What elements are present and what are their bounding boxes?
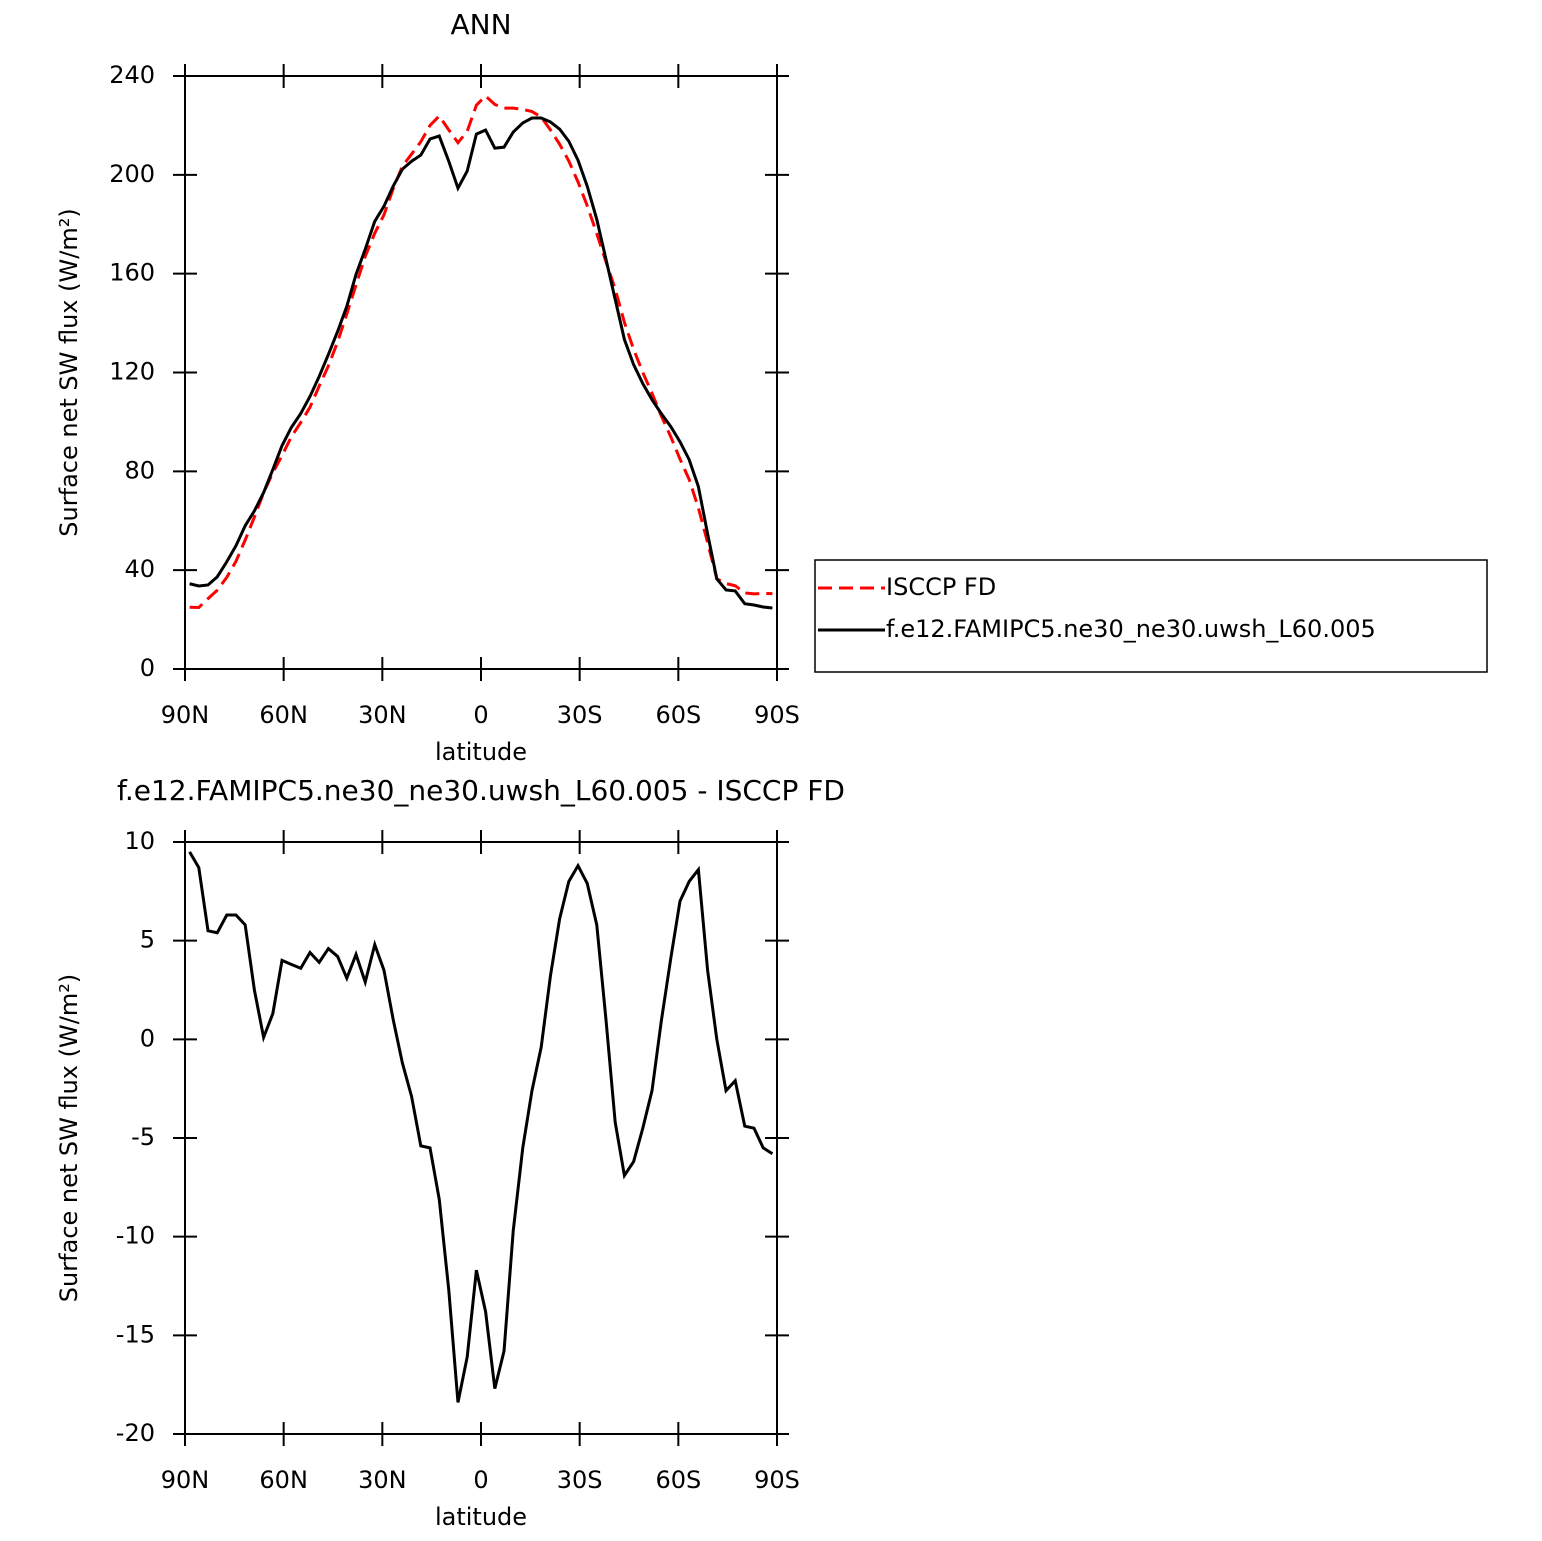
x-tick-label: 30N <box>358 701 407 729</box>
x-axis-label: latitude <box>435 738 527 766</box>
y-tick-label: 120 <box>109 358 155 386</box>
x-tick-label: 60S <box>655 1466 701 1494</box>
y-tick-label: 0 <box>140 1024 155 1052</box>
y-tick-label: -15 <box>116 1320 155 1348</box>
legend-label: f.e12.FAMIPC5.ne30_ne30.uwsh_L60.005 <box>886 615 1376 643</box>
y-tick-label: 10 <box>124 827 155 855</box>
x-tick-label: 60N <box>259 1466 308 1494</box>
legend-label: ISCCP FD <box>886 573 996 601</box>
plot-frame <box>184 841 778 1435</box>
x-tick-label: 30S <box>557 1466 603 1494</box>
x-tick-label: 90N <box>161 1466 210 1494</box>
y-tick-label: 160 <box>109 259 155 287</box>
y-tick-label: 200 <box>109 160 155 188</box>
y-tick-label: 40 <box>124 555 155 583</box>
x-tick-label: 60S <box>655 701 701 729</box>
chart-title: f.e12.FAMIPC5.ne30_ne30.uwsh_L60.005 - I… <box>117 774 845 807</box>
data-line <box>188 851 774 1403</box>
x-tick-label: 30S <box>557 701 603 729</box>
chart-title: ANN <box>450 8 511 41</box>
y-tick-label: -10 <box>116 1222 155 1250</box>
y-tick-label: 0 <box>140 654 155 682</box>
x-axis-label: latitude <box>435 1503 527 1531</box>
legend-box <box>814 559 1488 673</box>
x-tick-label: 0 <box>473 1466 488 1494</box>
y-axis-label: Surface net SW flux (W/m²) <box>55 974 83 1302</box>
x-tick-label: 90S <box>754 1466 800 1494</box>
y-tick-label: -20 <box>116 1419 155 1447</box>
x-tick-label: 90S <box>754 701 800 729</box>
x-tick-label: 60N <box>259 701 308 729</box>
x-tick-label: 30N <box>358 1466 407 1494</box>
x-tick-label: 90N <box>161 701 210 729</box>
y-tick-label: 80 <box>124 456 155 484</box>
plot-frame <box>184 75 778 670</box>
data-line <box>189 93 773 609</box>
y-tick-label: -5 <box>131 1123 155 1151</box>
x-tick-label: 0 <box>473 701 488 729</box>
data-line <box>189 116 773 610</box>
y-tick-label: 240 <box>109 61 155 89</box>
y-tick-label: 5 <box>140 926 155 954</box>
y-axis-label: Surface net SW flux (W/m²) <box>55 208 83 536</box>
